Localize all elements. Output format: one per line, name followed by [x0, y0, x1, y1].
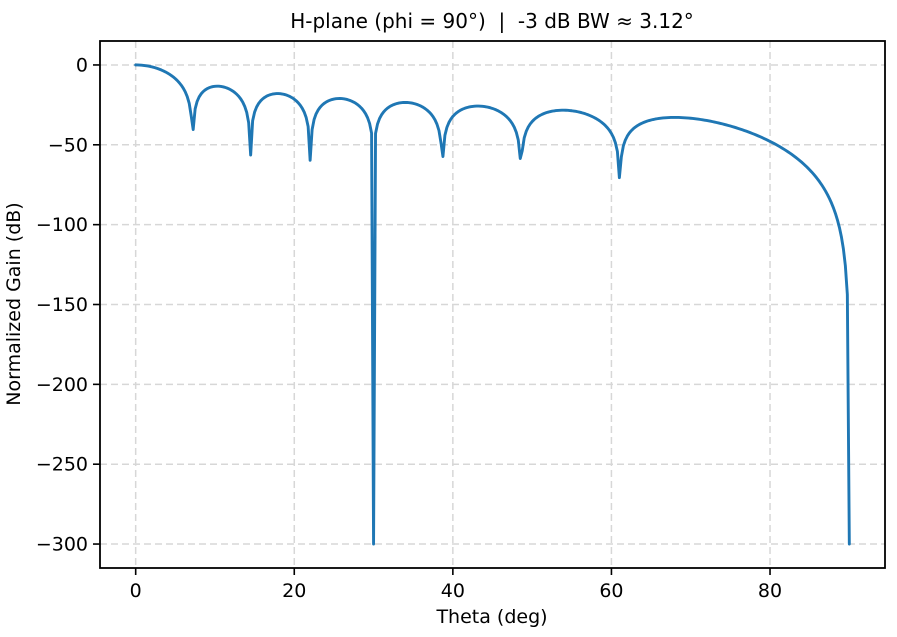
y-tick-label: 0 — [76, 54, 88, 76]
y-tick-label: −300 — [36, 534, 88, 556]
y-tick-label: −100 — [36, 214, 88, 236]
pattern-curve — [134, 63, 851, 546]
x-axis-label: Theta (deg) — [435, 606, 547, 628]
x-tick-label: 60 — [599, 580, 623, 602]
y-tick-label: −50 — [48, 134, 88, 156]
axes-frame — [99, 40, 886, 569]
x-tick-label: 20 — [282, 580, 306, 602]
y-tick-label: −250 — [36, 454, 88, 476]
x-tick-label: 80 — [758, 580, 782, 602]
y-axis-label: Normalized Gain (dB) — [3, 202, 25, 405]
y-tick-label: −200 — [36, 374, 88, 396]
plot-area: 0 20 40 60 80 0 −50 −100 −150 −200 −250 −300 — [36, 40, 886, 602]
x-tick-label: 0 — [130, 580, 142, 602]
x-tick-label: 40 — [441, 580, 465, 602]
y-tick-label: −150 — [36, 294, 88, 316]
chart-title: H-plane (phi = 90°) | -3 dB BW ≈ 3.12° — [290, 9, 694, 33]
